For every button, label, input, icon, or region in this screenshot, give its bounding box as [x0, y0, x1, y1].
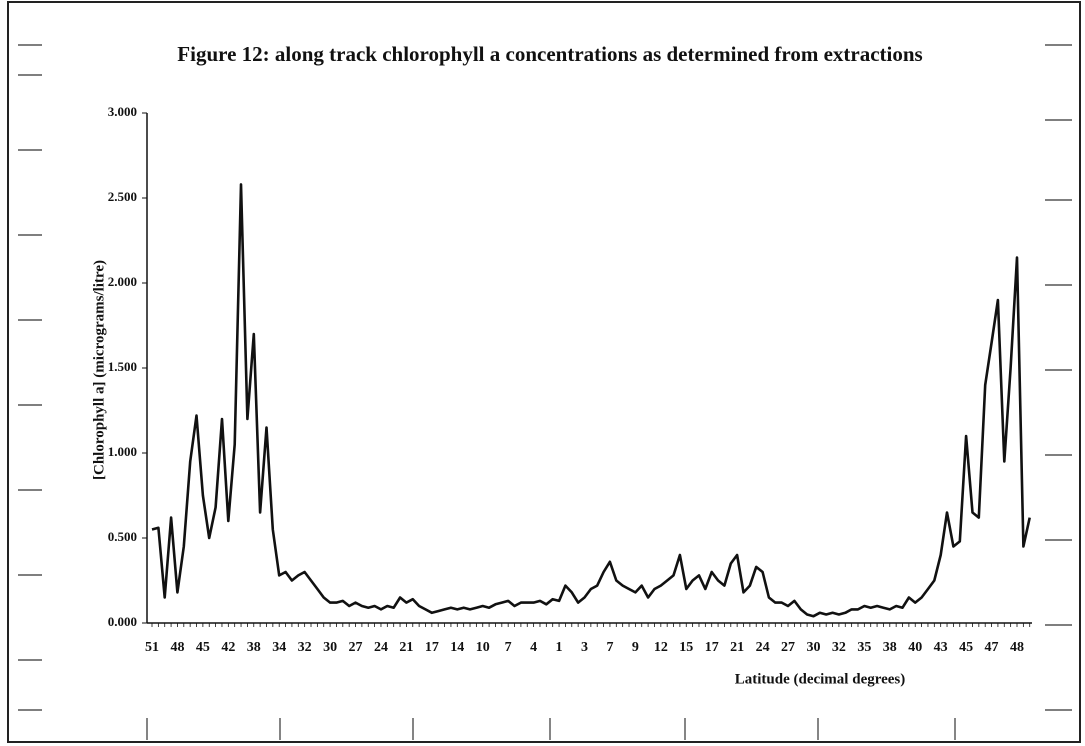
data-line [151, 183, 1031, 618]
x-tick-label: 7 [606, 640, 613, 655]
x-tick-label: 9 [632, 640, 639, 655]
x-tick-label: 48 [170, 640, 184, 655]
y-tick-label: 2.500 [108, 189, 137, 204]
x-tick-label: 21 [730, 640, 744, 655]
x-tick-label: 42 [221, 640, 235, 655]
x-tick-label: 3 [581, 640, 588, 655]
x-tick-label: 24 [374, 640, 388, 655]
x-tick-label: 24 [756, 640, 770, 655]
x-tick-label: 43 [934, 640, 948, 655]
x-tick-label: 51 [145, 640, 159, 655]
x-tick-label: 47 [985, 640, 999, 655]
x-tick-label: 17 [425, 640, 439, 655]
x-tick-label: 48 [1010, 640, 1024, 655]
x-tick-label: 15 [679, 640, 693, 655]
x-tick-label: 34 [272, 640, 286, 655]
x-tick-label: 45 [959, 640, 973, 655]
y-tick-label: 1.000 [108, 444, 137, 459]
x-tick-label: 4 [530, 640, 537, 655]
x-tick-label: 40 [908, 640, 922, 655]
x-tick-label: 27 [781, 640, 795, 655]
chart-title: Figure 12: along track chlorophyll a con… [177, 42, 923, 66]
x-axis-label: Latitude (decimal degrees) [735, 671, 906, 687]
x-tick-label: 30 [806, 640, 820, 655]
y-tick-label: 1.500 [108, 359, 137, 374]
x-tick-label: 14 [450, 640, 464, 655]
frame-ticks [18, 44, 1072, 740]
x-tick-label: 32 [832, 640, 846, 655]
x-tick-label: 38 [247, 640, 261, 655]
y-tick-label: 0.500 [108, 529, 137, 544]
frame [7, 1, 1081, 743]
y-tick-label: 2.000 [108, 274, 137, 289]
x-tick-label: 10 [476, 640, 490, 655]
x-tick-label: 35 [857, 640, 871, 655]
x-tick-label: 38 [883, 640, 897, 655]
x-tick-label: 1 [556, 640, 563, 655]
x-tick-label: 17 [705, 640, 719, 655]
y-tick-label: 0.000 [108, 614, 137, 629]
y-tick-label: 3.000 [108, 104, 137, 119]
x-tick-label: 12 [654, 640, 668, 655]
x-tick-label: 32 [298, 640, 312, 655]
x-tick-label: 30 [323, 640, 337, 655]
x-tick-label: 27 [349, 640, 363, 655]
x-tick-label: 7 [505, 640, 512, 655]
y-axis-label: [Chlorophyll a] (micrograms/litre) [91, 260, 107, 480]
x-tick-label: 45 [196, 640, 210, 655]
x-tick-label: 21 [399, 640, 413, 655]
